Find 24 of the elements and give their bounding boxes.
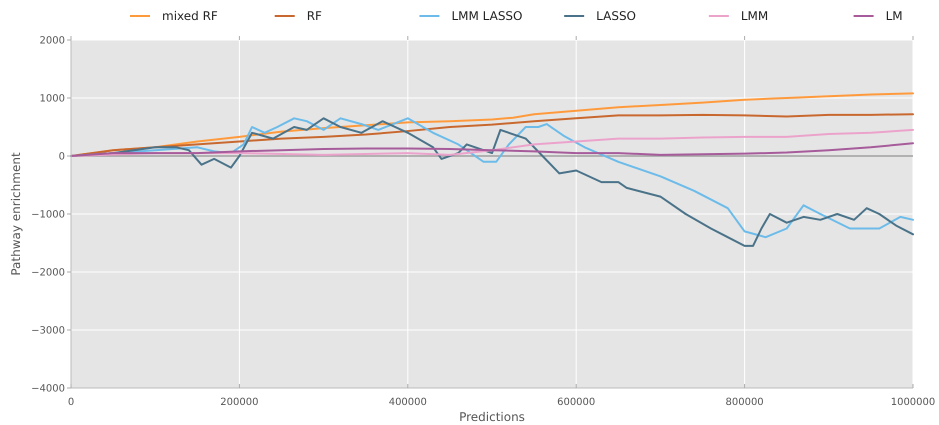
line-series: [70, 128, 914, 157]
legend-label: RF: [306, 9, 322, 23]
x-tick-label: 0: [68, 397, 74, 408]
x-tick-label: 800000: [726, 397, 764, 408]
y-tick-label: −2000: [31, 268, 65, 278]
y-tick-label: 0: [58, 152, 65, 162]
y-tick-label: −1000: [31, 210, 65, 220]
legend-label: LMM: [740, 9, 768, 23]
y-axis-title: Pathway enrichment: [9, 152, 23, 276]
x-axis-title: Predictions: [459, 410, 525, 424]
y-tick-label: 1000: [40, 94, 65, 104]
x-tick-label: 1000000: [890, 397, 936, 408]
legend-label: LM: [886, 9, 903, 23]
legend-label: LMM LASSO: [451, 9, 523, 23]
legend-label: LASSO: [596, 9, 636, 23]
x-tick-label: 200000: [220, 397, 258, 408]
line-series: [70, 142, 914, 157]
y-tick-label: 2000: [40, 36, 65, 46]
x-tick-label: 600000: [557, 397, 596, 408]
y-tick-label: −3000: [31, 326, 65, 336]
legend-label: mixed RF: [162, 9, 218, 23]
y-tick-label: −4000: [31, 384, 65, 394]
line-series: [70, 113, 914, 157]
x-tick-label: 400000: [388, 397, 427, 408]
